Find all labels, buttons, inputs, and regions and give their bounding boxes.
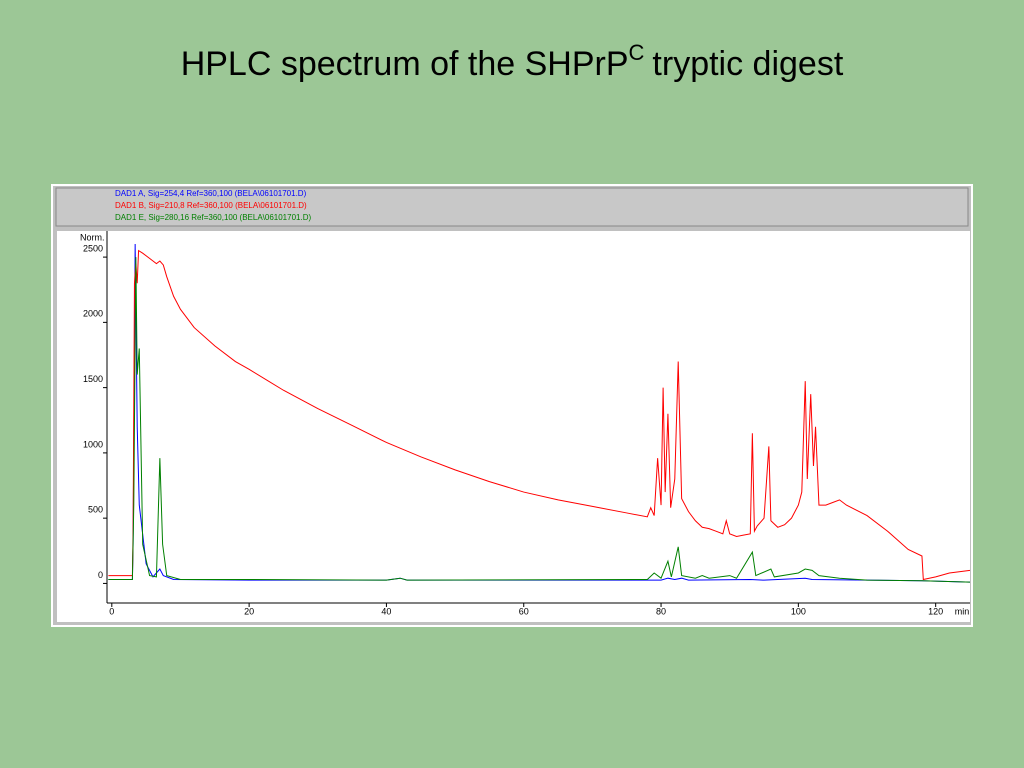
x-tick-label: 100	[791, 606, 806, 616]
x-tick-label: 120	[928, 606, 943, 616]
y-tick-label: 500	[88, 505, 103, 515]
plot-area	[57, 231, 970, 622]
legend-entry: DAD1 A, Sig=254,4 Ref=360,100 (BELA\0610…	[115, 189, 307, 198]
x-tick-label: 80	[656, 606, 666, 616]
y-tick-label: 2500	[83, 243, 103, 253]
series-line	[108, 257, 971, 583]
title-main: HPLC spectrum of the SHPrP	[181, 45, 629, 83]
x-tick-label: 40	[381, 606, 391, 616]
legend-entry: DAD1 E, Sig=280,16 Ref=360,100 (BELA\061…	[115, 213, 311, 222]
legend-entry: DAD1 B, Sig=210,8 Ref=360,100 (BELA\0610…	[115, 201, 307, 210]
x-axis-unit: min	[955, 606, 970, 616]
y-tick-label: 0	[98, 570, 103, 580]
series-line	[108, 249, 971, 581]
title-suffix: tryptic digest	[652, 45, 843, 83]
x-tick-label: 0	[109, 606, 114, 616]
y-tick-label: 1500	[83, 374, 103, 384]
slide-title: HPLC spectrum of the SHPrPC tryptic diges…	[181, 40, 844, 83]
x-tick-label: 20	[244, 606, 254, 616]
title-superscript: C	[629, 40, 645, 65]
y-axis-label: Norm.	[80, 232, 105, 242]
x-tick-label: 60	[519, 606, 529, 616]
y-tick-label: 2000	[83, 309, 103, 319]
legend-panel	[55, 187, 969, 227]
y-tick-label: 1000	[83, 439, 103, 449]
